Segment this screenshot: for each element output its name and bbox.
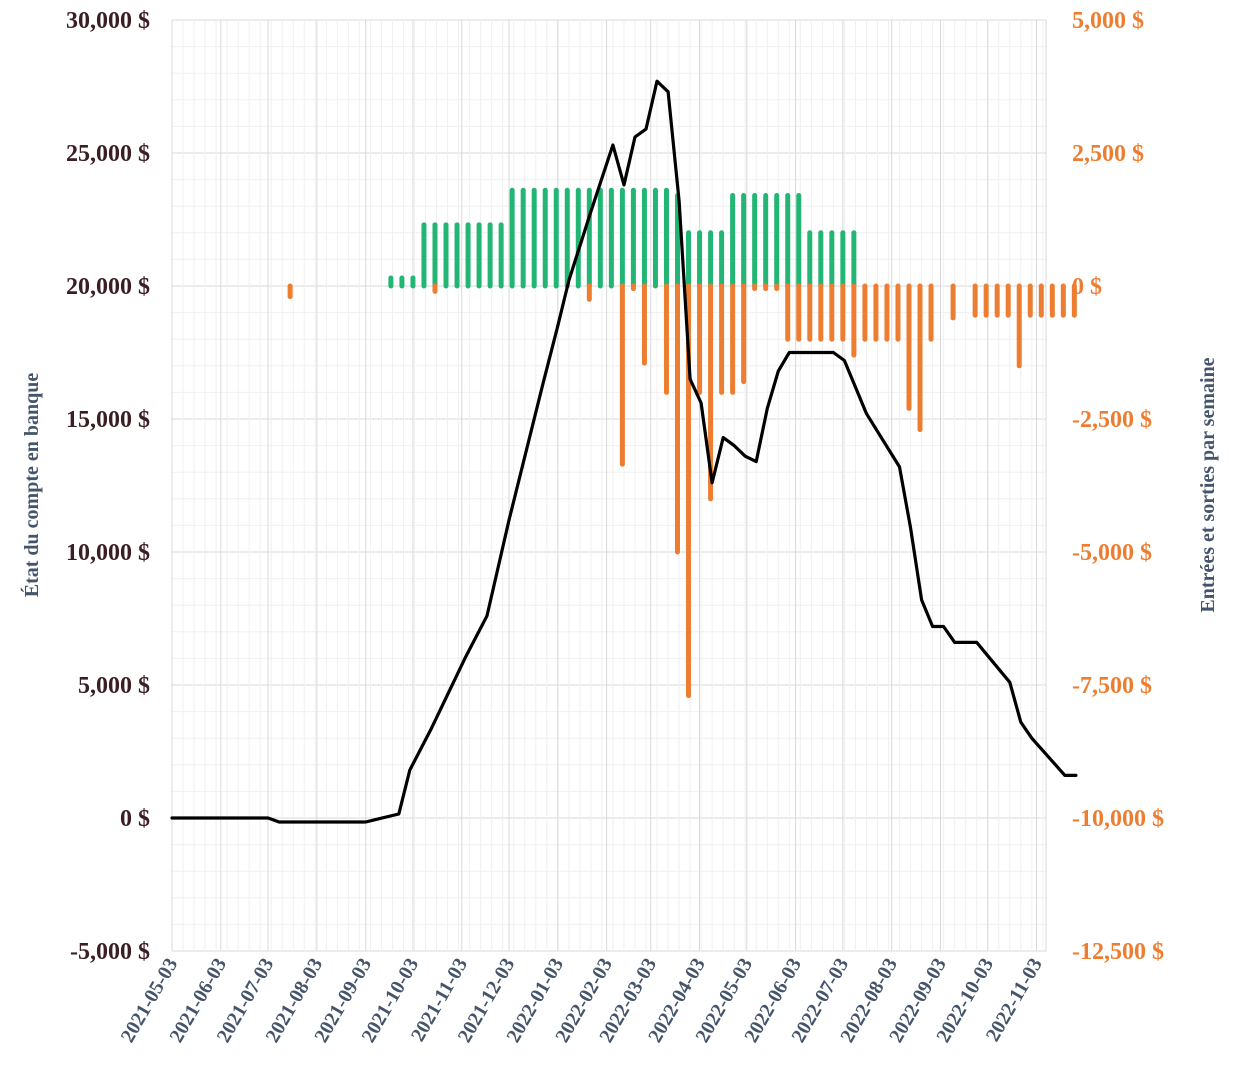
weekly-flow-bars (287, 187, 1077, 699)
right-tick-label: -10,000 $ (1072, 806, 1164, 832)
left-tick-label: -5,000 $ (70, 939, 150, 965)
x-axis-ticks: 2021-05-032021-06-032021-07-032021-08-03… (117, 955, 1047, 1047)
left-axis-ticks: -5,000 $ 0 $ 5,000 $ 10,000 $ 15,000 $ 20,000… (66, 8, 150, 965)
right-tick-label: 0 $ (1072, 274, 1102, 300)
left-tick-label: 25,000 $ (66, 141, 150, 167)
right-tick-label: -5,000 $ (1072, 540, 1152, 566)
gridlines (171, 19, 1047, 952)
right-tick-label: 2,500 $ (1072, 141, 1144, 167)
left-axis-title: État du compte en banque (20, 373, 43, 598)
right-tick-label: -7,500 $ (1072, 673, 1152, 699)
right-tick-label: 5,000 $ (1072, 8, 1144, 34)
right-axis-title: Entrées et sorties par semaine (1197, 357, 1219, 612)
left-tick-label: 30,000 $ (66, 8, 150, 34)
right-tick-label: -2,500 $ (1072, 407, 1152, 433)
left-tick-label: 5,000 $ (78, 673, 150, 699)
left-tick-label: 15,000 $ (66, 407, 150, 433)
balance-line (170, 79, 1078, 824)
left-tick-label: 10,000 $ (66, 540, 150, 566)
left-tick-label: 0 $ (120, 806, 150, 832)
left-tick-label: 20,000 $ (66, 274, 150, 300)
right-axis-ticks: -12,500 $ -10,000 $ -7,500 $ -5,000 $ -2,500… (1072, 8, 1164, 965)
right-tick-label: -12,500 $ (1072, 939, 1164, 965)
balance-line-group (170, 79, 1078, 824)
